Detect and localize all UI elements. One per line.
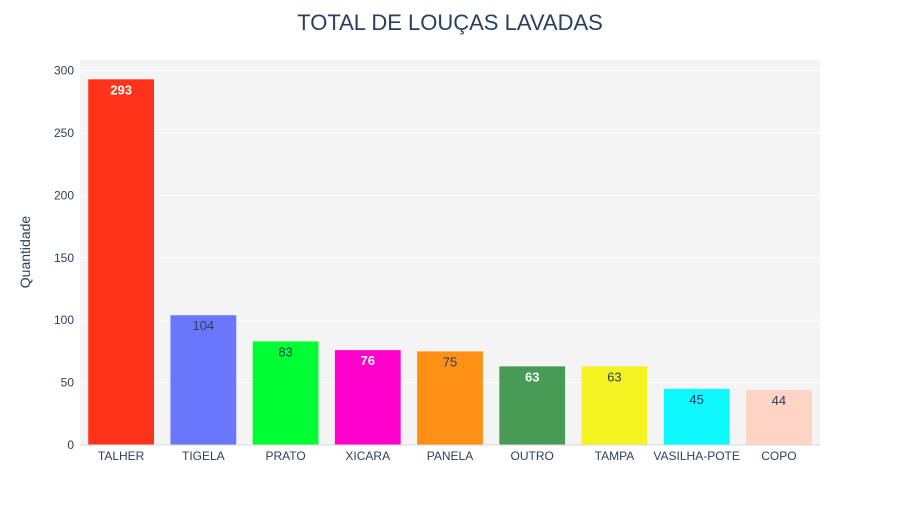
x-tick-label: TAMPA (595, 449, 635, 463)
x-tick-label: OUTRO (511, 449, 554, 463)
data-label: 45 (689, 392, 703, 407)
x-tick-label: COPO (761, 449, 796, 463)
bar-vasilha-pote (663, 388, 730, 445)
x-tick-label: VASILHA-POTE (653, 449, 739, 463)
x-tick-label: XICARA (345, 449, 390, 463)
bar-talher (88, 79, 154, 445)
x-tick-label: PANELA (427, 449, 473, 463)
bar-xicara (334, 350, 401, 445)
bar-copo (746, 390, 812, 445)
bar-tampa (581, 366, 648, 445)
y-axis-label: Quantidade (17, 216, 33, 289)
y-tick-label: 50 (61, 376, 75, 390)
chart-title: TOTAL DE LOUÇAS LAVADAS (297, 10, 603, 35)
bar-prato (252, 341, 319, 445)
data-labels: 293 104 83 76 75 63 63 45 44 (110, 82, 786, 408)
y-tick-label: 300 (54, 64, 74, 78)
data-label: 104 (192, 318, 214, 333)
y-tick-label: 100 (54, 313, 74, 327)
data-label: 76 (361, 353, 375, 368)
x-tick-labels: TALHER TIGELA PRATO XICARA PANELA OUTRO TAMPA V… (98, 449, 797, 463)
y-tick-label: 200 (54, 188, 74, 202)
data-label: 44 (772, 393, 786, 408)
x-tick-label: TIGELA (182, 449, 225, 463)
y-tick-label: 0 (67, 438, 74, 452)
x-tick-label: PRATO (265, 449, 305, 463)
y-tick-label: 150 (54, 251, 74, 265)
y-tick-labels: 0 50 100 150 200 250 300 (54, 64, 74, 452)
data-label: 83 (278, 344, 292, 359)
bar-panela (417, 351, 483, 445)
x-tick-label: TALHER (98, 449, 145, 463)
data-label: 293 (110, 82, 132, 97)
bar-outro (499, 366, 566, 445)
y-tick-label: 250 (54, 126, 74, 140)
data-label: 75 (443, 354, 457, 369)
data-label: 63 (607, 369, 621, 384)
bars (88, 79, 812, 445)
data-label: 63 (525, 369, 539, 384)
bar-tigela (170, 315, 237, 445)
